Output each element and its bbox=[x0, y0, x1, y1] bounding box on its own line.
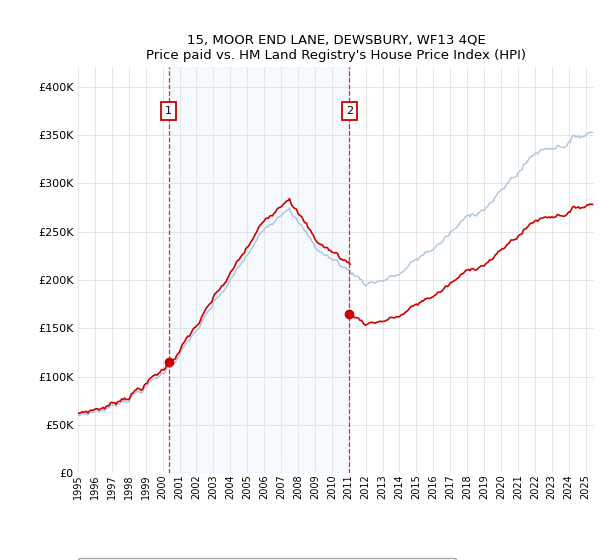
Bar bbox=[169, 67, 349, 473]
Title: 15, MOOR END LANE, DEWSBURY, WF13 4QE
Price paid vs. HM Land Registry's House Pr: 15, MOOR END LANE, DEWSBURY, WF13 4QE Pr… bbox=[146, 34, 526, 62]
Text: 1: 1 bbox=[165, 106, 172, 116]
Legend: 15, MOOR END LANE, DEWSBURY, WF13 4QE (detached house), HPI: Average price, deta: 15, MOOR END LANE, DEWSBURY, WF13 4QE (d… bbox=[78, 558, 457, 560]
Text: 2: 2 bbox=[346, 106, 353, 116]
